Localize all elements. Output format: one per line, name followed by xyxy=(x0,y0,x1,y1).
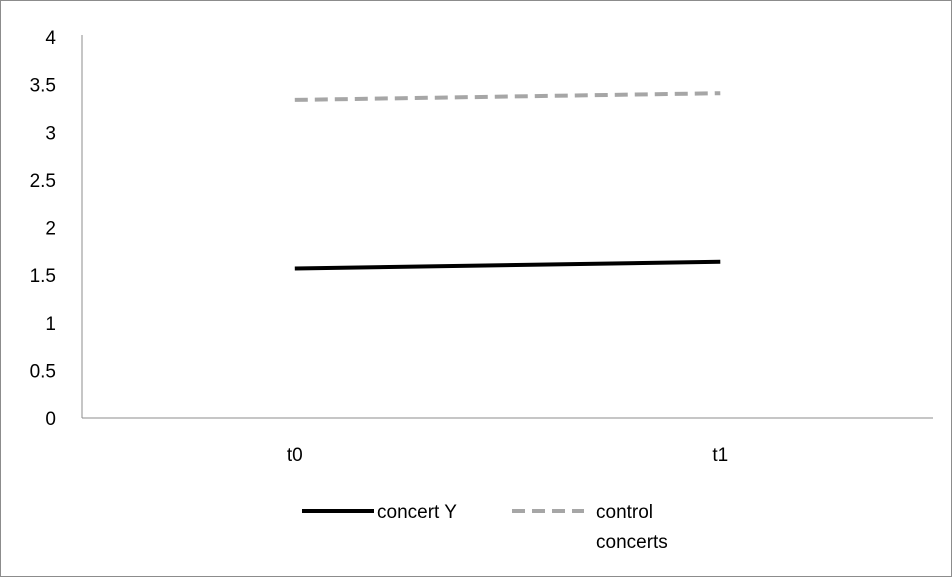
x-tick-label: t1 xyxy=(712,445,728,466)
series-line-0 xyxy=(294,259,721,271)
y-tick-label: 1 xyxy=(45,314,56,335)
legend-label-1: control xyxy=(596,502,653,523)
y-tick-label: 3 xyxy=(45,123,56,144)
x-tick-label: t0 xyxy=(287,445,303,466)
y-tick-label: 0.5 xyxy=(30,361,56,382)
series-line-1 xyxy=(294,91,721,102)
legend-label-0: concert Y xyxy=(377,502,457,523)
legend-label-1: concerts xyxy=(596,532,668,553)
y-tick-label: 4 xyxy=(45,28,56,49)
y-tick-label: 2 xyxy=(45,219,56,240)
y-tick-label: 0 xyxy=(45,409,56,430)
y-tick-label: 1.5 xyxy=(30,266,56,287)
y-tick-label: 2.5 xyxy=(30,171,56,192)
y-tick-label: 3.5 xyxy=(30,76,56,97)
